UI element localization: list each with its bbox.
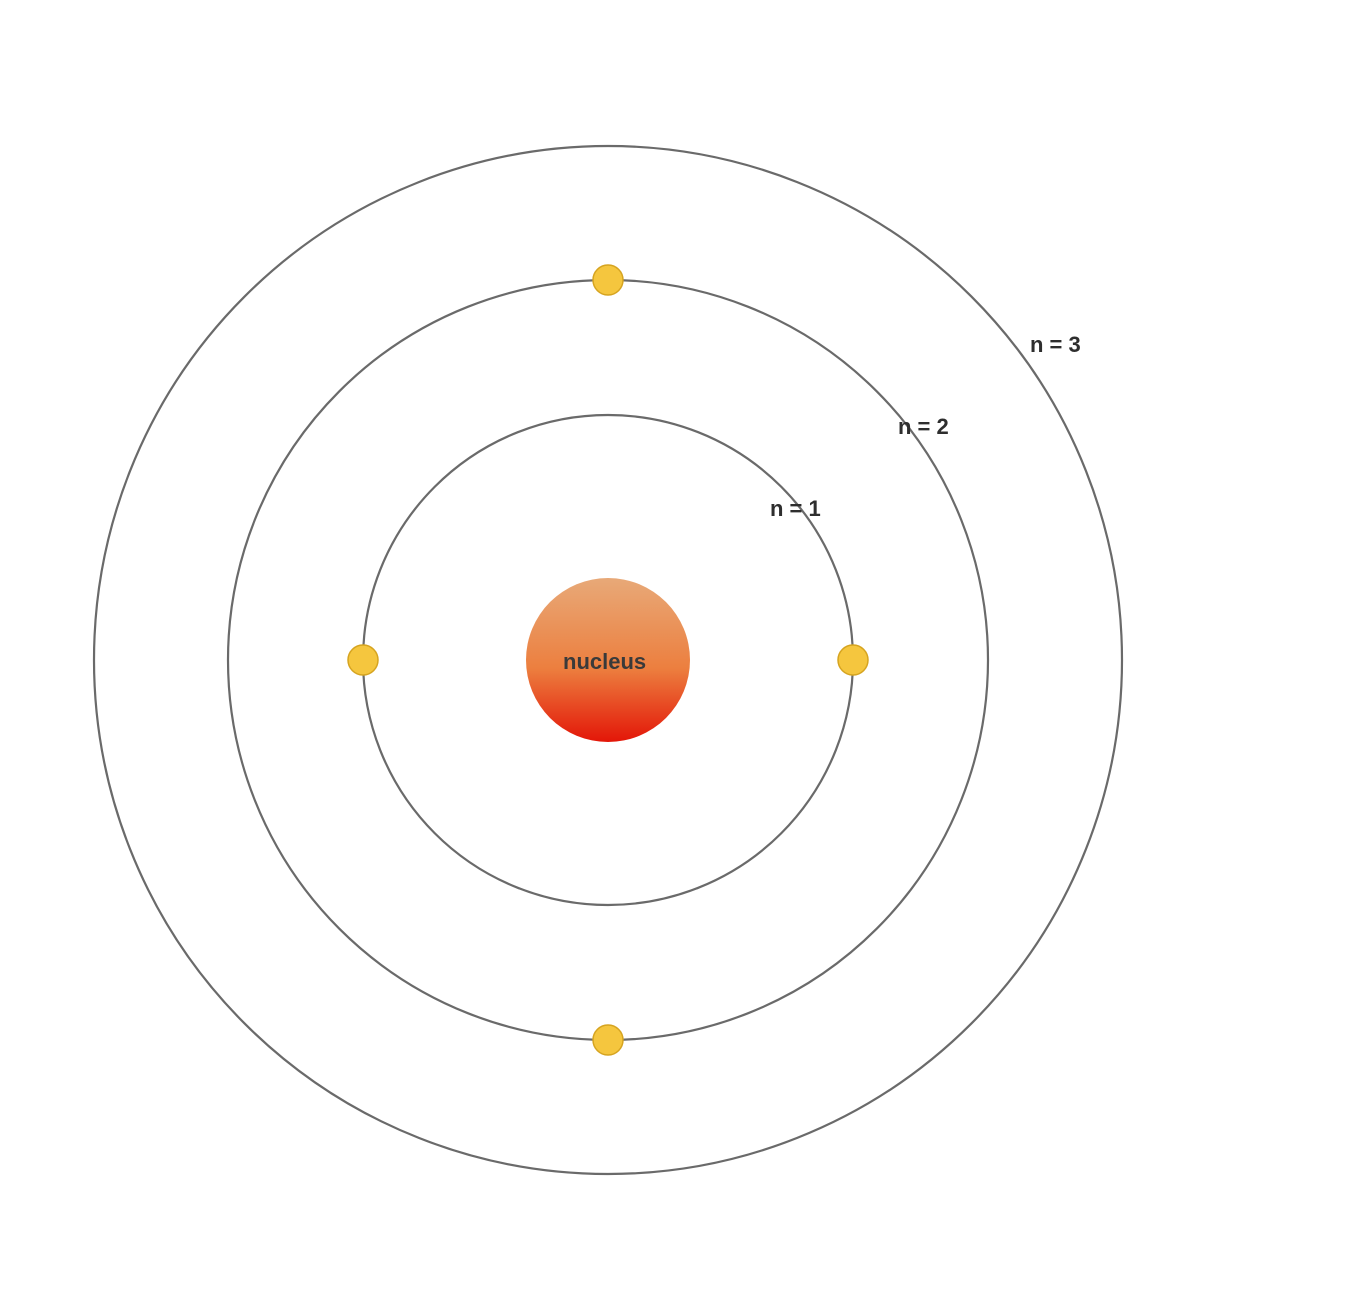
electron-3	[593, 1025, 623, 1055]
electron-0	[838, 645, 868, 675]
orbit-label-n2: n = 2	[898, 414, 949, 440]
bohr-model-diagram: nucleus n = 1 n = 2 n = 3	[0, 0, 1358, 1306]
orbit-label-n3: n = 3	[1030, 332, 1081, 358]
electron-1	[348, 645, 378, 675]
orbit-label-n1: n = 1	[770, 496, 821, 522]
diagram-svg	[0, 0, 1358, 1306]
electron-2	[593, 265, 623, 295]
nucleus-label: nucleus	[563, 649, 646, 675]
